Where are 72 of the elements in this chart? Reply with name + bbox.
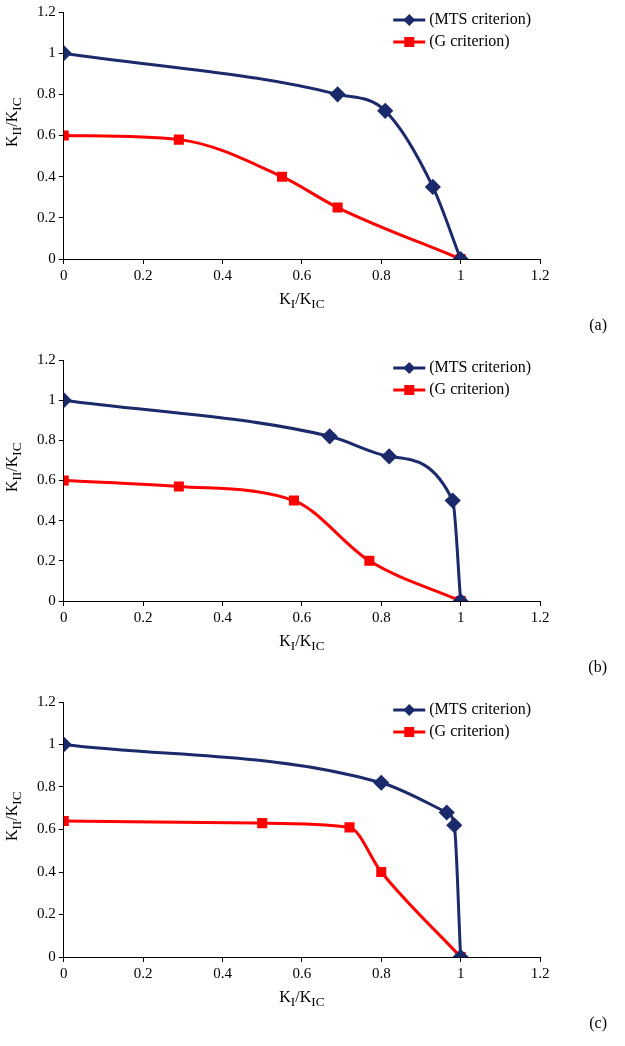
point xyxy=(330,86,346,102)
legend-label: (G criterion) xyxy=(429,722,510,741)
y-tick-label: 1 xyxy=(48,391,56,408)
x-axis-title: K$_{I}$/K$_{IC}$ xyxy=(279,632,325,655)
x-tick-label: 0 xyxy=(60,964,68,981)
x-tick-label: 0.2 xyxy=(133,964,153,981)
x-tick-label: 1.2 xyxy=(530,964,550,981)
x-tick-label: 0.6 xyxy=(292,266,312,283)
y-tick-label: 1.2 xyxy=(37,2,56,19)
y-tick-label: 0.2 xyxy=(37,551,56,568)
y-tick-label: 0 xyxy=(48,947,56,964)
point xyxy=(425,179,441,195)
text: (a) xyxy=(589,316,607,334)
x-tick-label: 0.4 xyxy=(213,266,233,283)
y-tick-label: 1.2 xyxy=(37,692,56,709)
legend-label: (G criterion) xyxy=(429,32,510,51)
point xyxy=(173,481,184,492)
y-tick-label: 0.6 xyxy=(37,820,57,837)
point xyxy=(344,822,355,833)
point xyxy=(277,171,288,182)
point xyxy=(373,775,389,791)
legend-label: (MTS criterion) xyxy=(429,358,531,377)
x-tick-label: 1 xyxy=(456,266,465,283)
point xyxy=(445,493,461,509)
x-tick-label: 0 xyxy=(60,266,68,283)
x-tick-label: 0.2 xyxy=(133,608,153,625)
text: (c) xyxy=(589,1014,607,1032)
x-tick-label: 1.2 xyxy=(530,266,550,283)
y-tick-label: 0 xyxy=(48,249,56,266)
y-tick-label: 1 xyxy=(48,735,56,752)
text: (b) xyxy=(588,658,607,676)
y-tick-label: 0.8 xyxy=(37,85,56,102)
x-axis-title: K$_{I}$/K$_{IC}$ xyxy=(279,290,325,313)
x-tick-label: 0.4 xyxy=(213,608,233,625)
x-tick-label: 0.4 xyxy=(213,964,233,981)
point xyxy=(446,817,462,833)
x-tick-label: 0.8 xyxy=(371,608,391,625)
y-tick-label: 0.6 xyxy=(37,126,57,143)
point xyxy=(439,805,455,820)
point xyxy=(257,818,268,829)
y-tick-label: 0.8 xyxy=(37,777,56,794)
y-tick-label: 1.2 xyxy=(37,350,56,367)
x-tick-label: 0.6 xyxy=(292,964,312,981)
point xyxy=(376,866,387,878)
point xyxy=(377,103,393,119)
y-tick-label: 0.6 xyxy=(37,471,57,488)
x-tick-label: 0.2 xyxy=(133,266,153,283)
x-tick-label: 1 xyxy=(456,964,465,981)
point xyxy=(364,555,375,566)
point xyxy=(322,428,338,444)
x-axis-title: K$_{I}$/K$_{IC}$ xyxy=(279,988,325,1011)
y-tick-label: 0.8 xyxy=(37,431,56,448)
legend-label: (MTS criterion) xyxy=(429,10,531,29)
point xyxy=(332,202,343,213)
y-tick-label: 1 xyxy=(48,44,56,61)
x-tick-label: 0.8 xyxy=(371,964,391,981)
y-tick-label: 0.2 xyxy=(37,905,56,922)
y-tick-label: 0.4 xyxy=(37,511,57,528)
x-tick-label: 0.6 xyxy=(292,608,312,625)
legend-label: (G criterion) xyxy=(429,380,510,399)
y-tick-label: 0.2 xyxy=(37,208,56,225)
y-tick-label: 0.4 xyxy=(37,167,57,184)
point xyxy=(288,495,299,506)
x-tick-label: 0.8 xyxy=(371,266,391,283)
point xyxy=(173,134,184,145)
y-tick-label: 0.4 xyxy=(37,862,57,879)
x-tick-label: 1 xyxy=(456,608,465,625)
x-tick-label: 1.2 xyxy=(530,608,550,625)
point xyxy=(381,448,397,464)
x-tick-label: 0 xyxy=(60,608,68,625)
y-tick-label: 0 xyxy=(48,591,56,608)
legend-label: (MTS criterion) xyxy=(429,700,531,719)
